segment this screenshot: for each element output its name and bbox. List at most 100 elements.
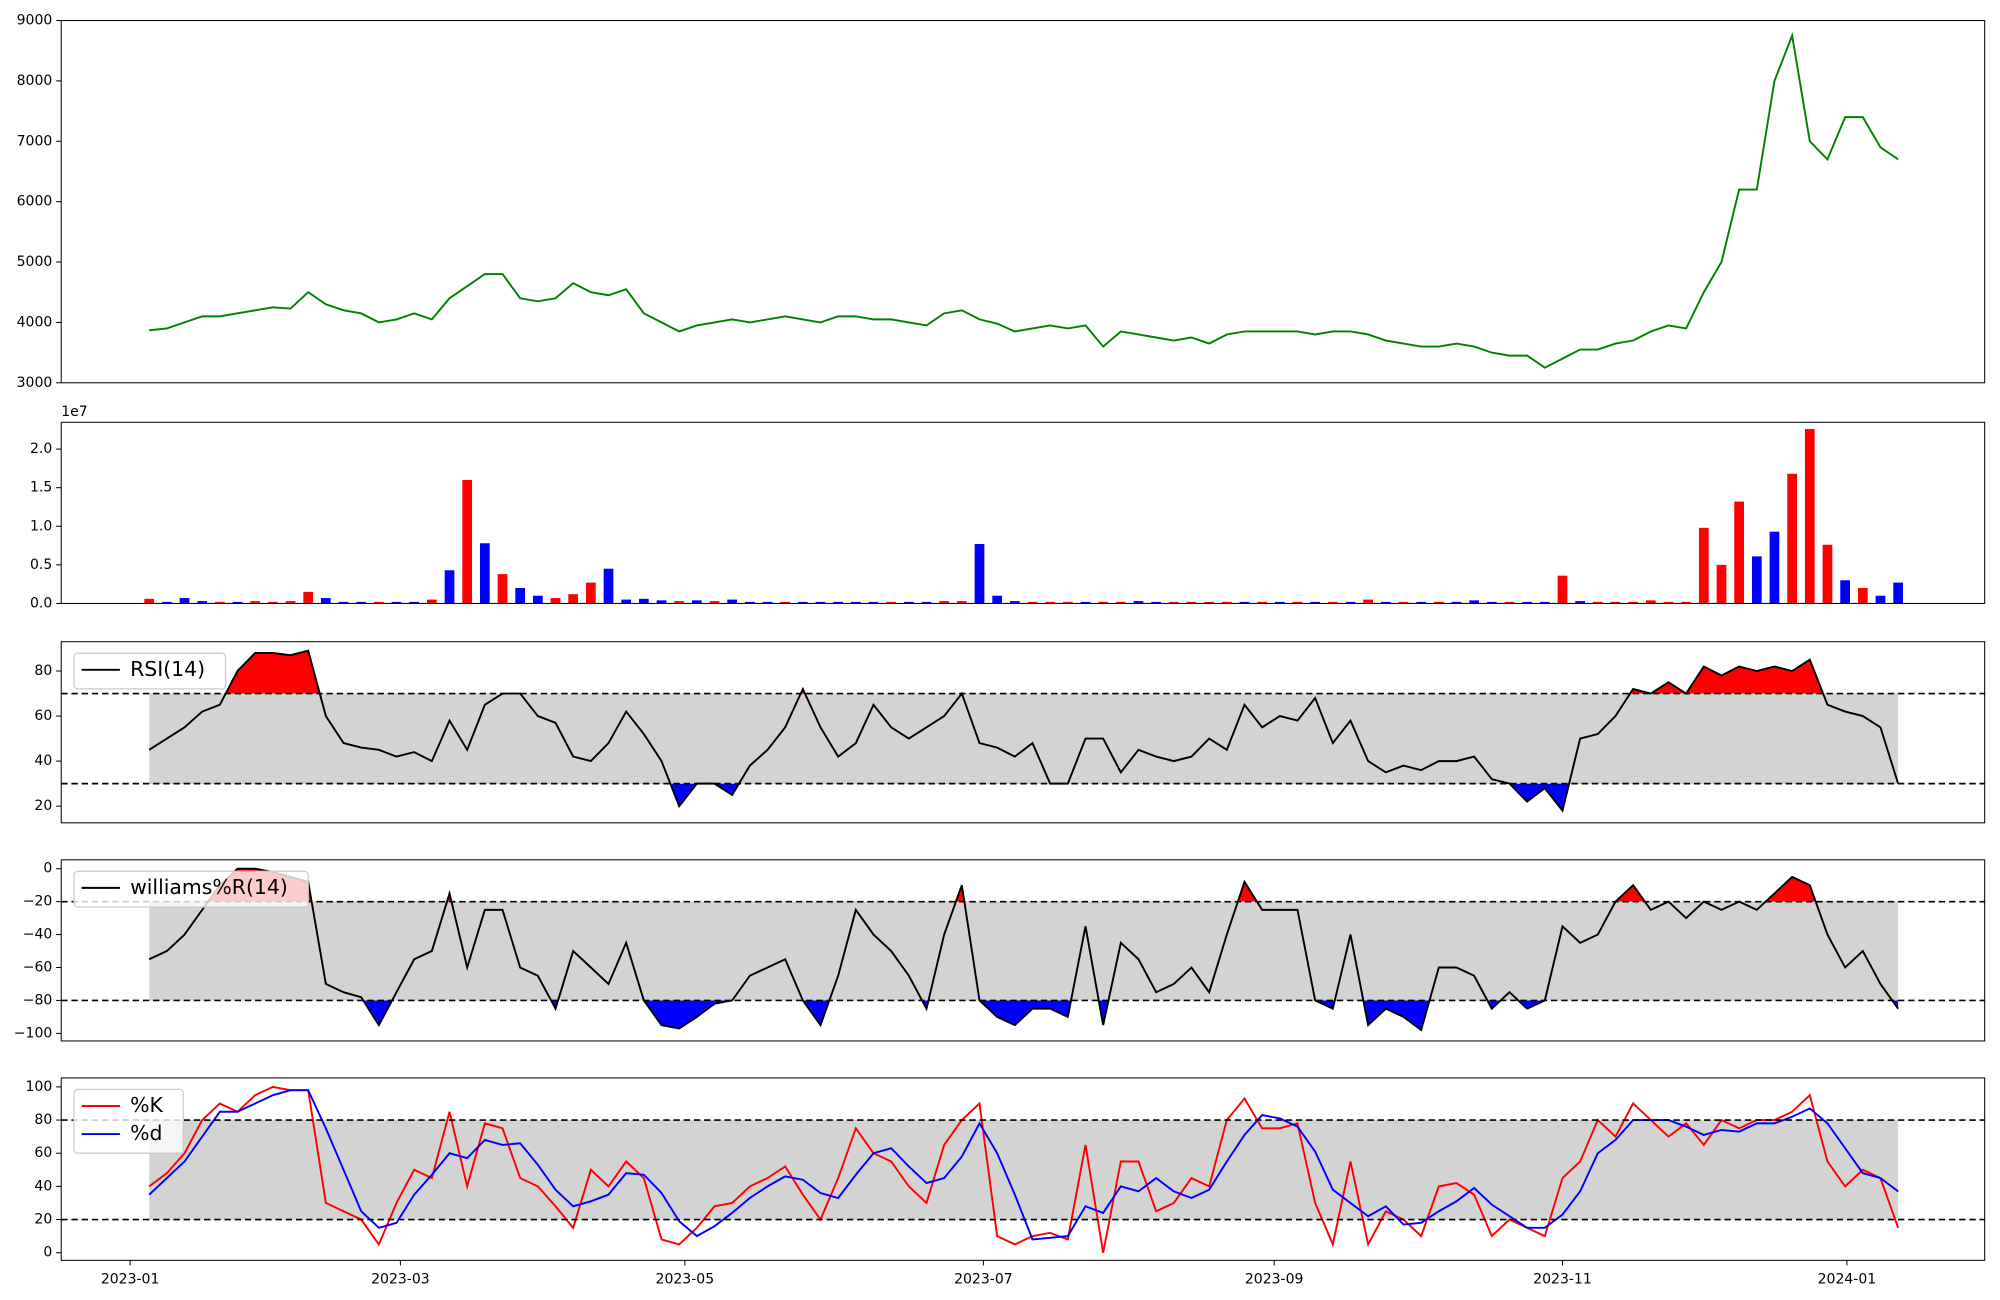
- volume-bar: [1098, 601, 1109, 604]
- volume-bar: [903, 601, 914, 604]
- y-tick-label: 0: [43, 861, 52, 877]
- volume-bar: [285, 601, 296, 604]
- volume-bar: [479, 543, 490, 604]
- volume-bar: [1610, 601, 1621, 604]
- volume-bar: [303, 591, 314, 604]
- volume-bar: [1751, 556, 1762, 604]
- volume-bar: [797, 601, 808, 604]
- volume-bar: [1522, 601, 1533, 604]
- volume-bar: [250, 601, 261, 604]
- volume-bar: [1822, 544, 1833, 604]
- volume-bar: [568, 594, 579, 604]
- volume-bar: [1875, 595, 1886, 604]
- y-tick-label: 1.5: [30, 480, 52, 496]
- legend-box: [73, 870, 309, 908]
- volume-bar: [815, 601, 826, 604]
- legend: williams%R(14): [73, 870, 309, 908]
- volume-bar: [1045, 601, 1056, 604]
- volume-bar: [1363, 599, 1374, 604]
- legend-box: [73, 652, 227, 690]
- volume-bar: [868, 601, 879, 604]
- volume-bar: [1345, 601, 1356, 604]
- volume-bar: [462, 479, 473, 604]
- volume-bar: [197, 601, 208, 604]
- legend-label: RSI(14): [130, 657, 205, 681]
- panel: 0 −20 −40 −60 −80 −100 williams%R(14): [14, 859, 1986, 1042]
- volume-bar: [374, 601, 384, 604]
- volume-bar: [1274, 601, 1285, 604]
- volume-bar: [603, 568, 614, 604]
- volume-bar: [1239, 601, 1250, 604]
- data-line: [148, 1085, 1900, 1253]
- volume-bar: [1009, 601, 1020, 604]
- plot-area: [149, 32, 1899, 369]
- volume-bar: [585, 582, 596, 604]
- x-tick-label: 2023-09: [1245, 1271, 1304, 1287]
- y-tick-label: 60: [34, 708, 52, 724]
- y-tick-label: 2.0: [30, 441, 52, 457]
- volume-bar: [1698, 527, 1709, 604]
- y-tick-label: 20: [34, 1212, 52, 1228]
- plot-area: [148, 1085, 1900, 1253]
- neutral-band: [149, 901, 1899, 1001]
- y-tick-label: 7000: [17, 133, 53, 149]
- y-tick-label: 20: [34, 798, 52, 814]
- volume-bar: [532, 595, 543, 604]
- panel: 0.0 0.5 1.0 1.5 2.0 1e7: [30, 404, 1986, 611]
- y-tick-label: −60: [23, 960, 53, 976]
- data-line: [149, 32, 1899, 369]
- data-line: [148, 1089, 1899, 1241]
- y-tick-label: 6000: [17, 194, 53, 210]
- y-tick-label: 5000: [17, 254, 53, 270]
- volume-bar: [974, 544, 985, 604]
- y-tick-label: 1.0: [30, 518, 52, 534]
- volume-bar: [992, 595, 1003, 604]
- y-tick-label: −20: [23, 894, 53, 910]
- y-tick-label: 40: [34, 1178, 52, 1194]
- volume-bar: [850, 601, 861, 604]
- x-tick-label: 2023-11: [1533, 1271, 1592, 1287]
- volume-bar: [691, 600, 702, 604]
- volume-bar: [780, 601, 791, 604]
- axes-frame: [60, 20, 1986, 384]
- volume-bar: [1504, 601, 1515, 604]
- volume-bar: [1539, 601, 1550, 604]
- y-tick-label: 0.5: [30, 557, 52, 573]
- y-tick-label: 8000: [17, 73, 53, 89]
- volume-bar: [1840, 580, 1850, 604]
- y-tick-label: 4000: [17, 314, 53, 330]
- volume-bar: [1645, 600, 1656, 604]
- volume-bar: [1204, 601, 1215, 604]
- plot-area: [144, 429, 1903, 604]
- volume-bar: [144, 598, 155, 604]
- volume-bar: [1734, 501, 1744, 604]
- panel: 0 20 40 60 80 100 2023-01 2023-03 2023-05 2023-07…: [26, 1077, 1986, 1287]
- volume-bar: [1380, 601, 1391, 604]
- volume-bar: [1168, 601, 1179, 604]
- axes-frame: [60, 641, 1986, 824]
- legend-label: williams%R(14): [130, 875, 288, 899]
- volume-bar: [232, 601, 243, 604]
- y-tick-label: 80: [34, 663, 52, 679]
- volume-bar: [321, 598, 331, 604]
- volume-bar: [1292, 601, 1303, 604]
- volume-bar: [1416, 601, 1427, 604]
- volume-bar: [356, 601, 367, 604]
- volume-bar: [550, 598, 561, 604]
- y-tick-label: −100: [14, 1025, 52, 1041]
- volume-bar: [426, 599, 437, 604]
- volume-bar: [515, 588, 526, 604]
- offset-label: 1e7: [61, 404, 87, 420]
- panel: 3000 4000 5000 6000 7000 8000 9000: [17, 13, 1986, 391]
- volume-bar: [833, 601, 844, 604]
- volume-bar: [674, 601, 685, 604]
- volume-bar: [497, 574, 508, 604]
- volume-bar: [179, 598, 190, 604]
- x-tick-label: 2023-07: [954, 1271, 1013, 1287]
- legend-label: %d: [130, 1121, 162, 1145]
- volume-bar: [1628, 601, 1638, 604]
- volume-bar: [1257, 601, 1268, 604]
- volume-bar: [921, 601, 932, 604]
- volume-bar: [268, 601, 278, 604]
- fill-group: [149, 1000, 1899, 1031]
